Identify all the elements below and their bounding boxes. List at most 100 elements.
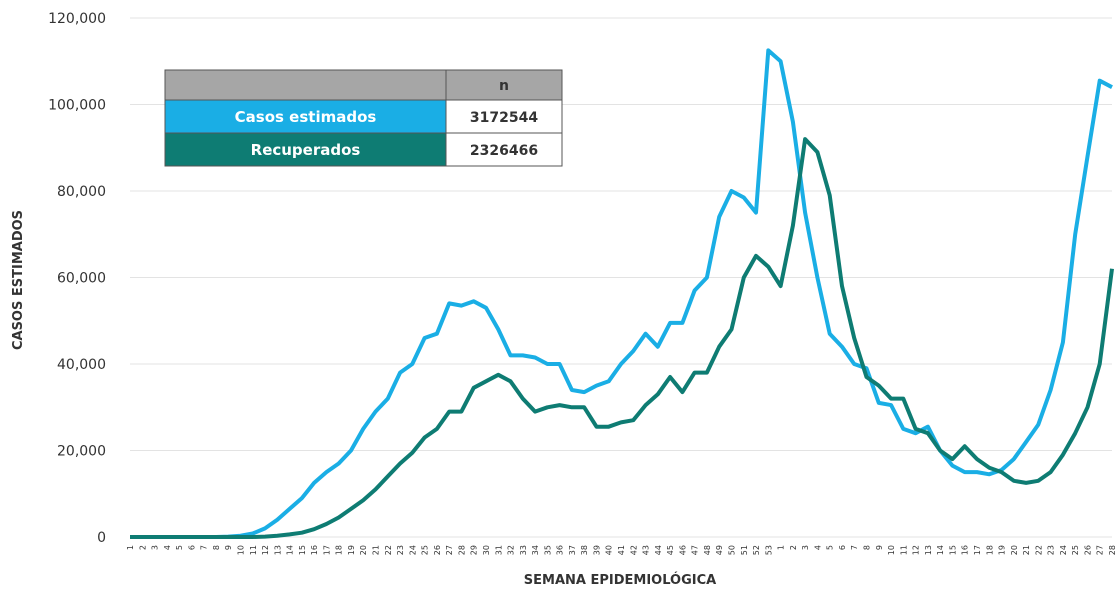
- x-tick-label: 8: [863, 545, 872, 550]
- x-tick-label: 19: [347, 545, 356, 555]
- x-tick-label: 25: [1071, 545, 1080, 555]
- x-tick-label: 27: [445, 545, 454, 555]
- x-tick-label: 48: [703, 545, 712, 555]
- x-tick-label: 28: [1108, 545, 1115, 555]
- x-tick-label: 20: [359, 545, 368, 555]
- x-tick-label: 9: [224, 545, 233, 550]
- x-tick-label: 14: [936, 545, 945, 555]
- x-tick-label: 12: [912, 545, 921, 555]
- x-tick-label: 13: [924, 545, 933, 555]
- x-tick-label: 25: [421, 545, 430, 555]
- x-tick-label: 37: [568, 545, 577, 555]
- x-tick-label: 24: [1059, 545, 1068, 555]
- x-tick-label: 1: [777, 545, 786, 550]
- x-tick-label: 12: [261, 545, 270, 555]
- y-tick-label: 20,000: [57, 444, 106, 460]
- table-label: Recuperados: [251, 141, 361, 159]
- table-value-cell: [445, 132, 563, 167]
- x-tick-label: 17: [973, 545, 982, 555]
- x-tick-label: 15: [948, 545, 957, 555]
- x-tick-label: 5: [826, 545, 835, 550]
- x-tick-label: 47: [691, 545, 700, 555]
- x-tick-label: 30: [482, 545, 491, 555]
- x-tick-label: 34: [531, 545, 540, 555]
- x-tick-label: 50: [727, 545, 736, 555]
- x-tick-label: 2: [138, 545, 147, 550]
- x-tick-label: 3: [151, 545, 160, 550]
- x-tick-label: 21: [372, 545, 381, 555]
- x-tick-label: 26: [433, 545, 442, 555]
- x-tick-label: 32: [507, 545, 516, 555]
- y-tick-label: 80,000: [57, 184, 106, 200]
- x-tick-label: 29: [470, 545, 479, 555]
- x-tick-label: 45: [666, 545, 675, 555]
- x-tick-label: 11: [249, 545, 258, 555]
- table-header-bg: [164, 69, 563, 101]
- y-tick-label: 120,000: [48, 11, 106, 27]
- table-value: 2326466: [470, 143, 538, 159]
- x-tick-label: 15: [298, 545, 307, 555]
- x-tick-label: 8: [212, 545, 221, 550]
- x-tick-label: 7: [200, 545, 209, 550]
- x-tick-label: 51: [740, 545, 749, 555]
- x-tick-label: 18: [335, 545, 344, 555]
- x-tick-label: 10: [887, 545, 896, 555]
- line-series: [130, 137, 1114, 539]
- x-tick-label: 6: [187, 545, 196, 550]
- x-tick-label: 2: [789, 545, 798, 550]
- table-label-cell: [164, 132, 447, 167]
- line-series: [130, 48, 1113, 539]
- x-tick-label: 4: [813, 545, 822, 550]
- y-tick-label: 60,000: [57, 271, 106, 287]
- x-tick-label: 23: [1047, 545, 1056, 555]
- x-tick-label: 38: [580, 545, 589, 555]
- y-tick-label: 0: [97, 530, 106, 546]
- x-tick-label: 14: [286, 545, 295, 555]
- x-tick-label: 1: [126, 545, 135, 550]
- x-tick-label: 26: [1083, 545, 1092, 555]
- x-tick-label: 42: [629, 545, 638, 555]
- y-tick-label: 100,000: [48, 98, 106, 114]
- x-tick-label: 52: [752, 545, 761, 555]
- x-tick-label: 21: [1022, 545, 1031, 555]
- x-tick-label: 4: [163, 545, 172, 550]
- x-tick-label: 13: [273, 545, 282, 555]
- x-tick-label: 46: [678, 545, 687, 555]
- table-header: n: [499, 78, 509, 94]
- x-tick-label: 44: [654, 545, 663, 555]
- x-tick-label: 43: [642, 545, 651, 555]
- x-tick-label: 33: [519, 545, 528, 555]
- x-tick-label: 16: [961, 545, 970, 555]
- x-tick-label: 19: [998, 545, 1007, 555]
- table-label: Casos estimados: [235, 108, 377, 126]
- x-tick-label: 49: [715, 545, 724, 555]
- x-tick-label: 23: [396, 545, 405, 555]
- x-tick-label: 39: [592, 545, 601, 555]
- x-tick-label: 28: [457, 545, 466, 555]
- x-tick-label: 31: [494, 545, 503, 555]
- x-tick-label: 18: [985, 545, 994, 555]
- x-tick-label: 6: [838, 545, 847, 550]
- x-tick-label: 36: [556, 545, 565, 555]
- table-value: 3172544: [470, 110, 538, 126]
- x-tick-label: 11: [899, 545, 908, 555]
- y-tick-label: 40,000: [57, 357, 106, 373]
- x-tick-label: 40: [605, 545, 614, 555]
- x-tick-label: 16: [310, 545, 319, 555]
- x-tick-label: 10: [236, 545, 245, 555]
- x-tick-label: 24: [408, 545, 417, 555]
- x-tick-label: 17: [322, 545, 331, 555]
- x-tick-label: 22: [384, 545, 393, 555]
- x-tick-label: 53: [764, 545, 773, 555]
- x-axis-title: SEMANA EPIDEMIOLÓGICA: [524, 572, 716, 588]
- y-axis-title: CASOS ESTIMADOS: [11, 210, 26, 350]
- x-tick-label: 35: [543, 545, 552, 555]
- x-tick-label: 5: [175, 545, 184, 550]
- x-tick-label: 3: [801, 545, 810, 550]
- x-tick-label: 20: [1010, 545, 1019, 555]
- x-tick-label: 9: [875, 545, 884, 550]
- x-tick-label: 22: [1034, 545, 1043, 555]
- x-tick-label: 27: [1096, 545, 1105, 555]
